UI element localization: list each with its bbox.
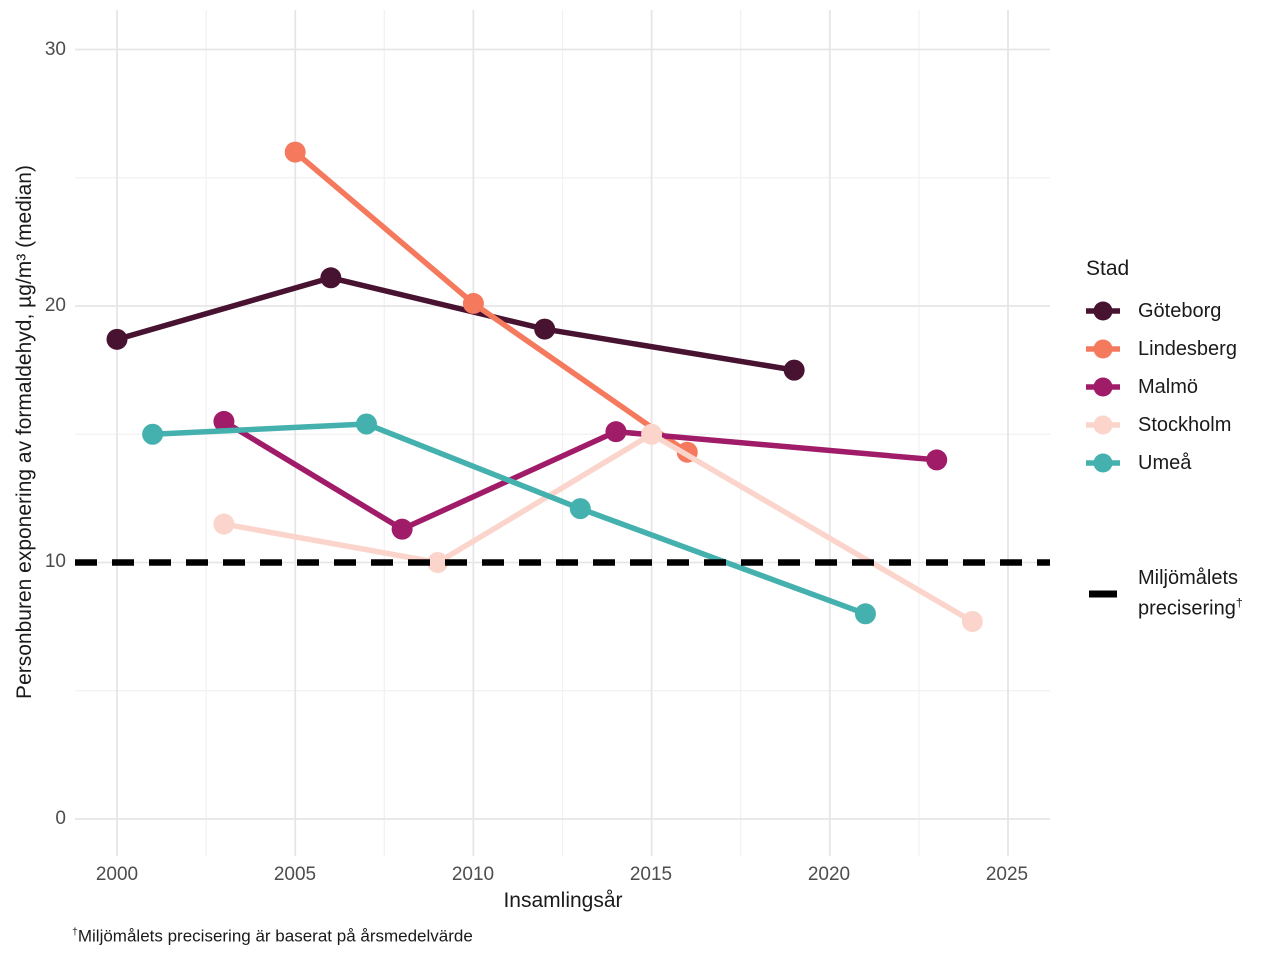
y-tick-label-20: 20 — [44, 295, 66, 316]
gridlines-minor — [75, 10, 1050, 856]
series-point-malmo — [605, 421, 627, 443]
legend-stad: Stad Göteborg Lindesberg Malmö — [1086, 256, 1237, 482]
x-tick-label-2000: 2000 — [95, 864, 139, 885]
legend-key-dashed-line-icon — [1089, 590, 1117, 598]
legend-label-umea: Umeå — [1138, 451, 1192, 474]
x-tick-label-2020: 2020 — [807, 864, 851, 885]
y-tick-label-10: 10 — [44, 551, 66, 572]
legend-item-lindesberg: Lindesberg — [1086, 330, 1237, 368]
legend-label-goteborg: Göteborg — [1138, 299, 1222, 322]
legend-item-goteborg: Göteborg — [1086, 292, 1237, 330]
legend-label-malmo: Malmö — [1138, 375, 1199, 398]
ref-label-line1: Miljömålets — [1138, 567, 1239, 589]
y-tick-label-0: 0 — [55, 808, 66, 829]
series-point-umea — [355, 413, 377, 435]
series-point-lindesberg — [284, 141, 306, 163]
legend-label-stockholm: Stockholm — [1138, 413, 1232, 436]
series-point-goteborg — [534, 318, 556, 340]
legend-item-umea: Umeå — [1086, 444, 1237, 482]
series-point-goteborg — [106, 328, 128, 350]
x-tick-label-2005: 2005 — [273, 864, 317, 885]
series-point-goteborg — [783, 359, 805, 381]
legend-label-lindesberg: Lindesberg — [1138, 337, 1237, 360]
footnote-dagger: † — [72, 926, 78, 938]
series-point-goteborg — [320, 267, 342, 289]
series-point-stockholm — [961, 610, 983, 632]
x-tick-label-2015: 2015 — [629, 864, 673, 885]
footnote-text: Miljömålets precisering är baserat på år… — [77, 926, 473, 946]
y-axis-title: Personburen exponering av formaldehyd, µ… — [13, 165, 36, 699]
x-axis-title: Insamlingsår — [503, 889, 623, 912]
ref-label-line2: precisering — [1138, 597, 1236, 620]
series-point-umea — [569, 498, 591, 520]
series-point-malmo — [391, 518, 413, 540]
series-point-stockholm — [427, 552, 449, 573]
x-tick-label-2010: 2010 — [451, 864, 495, 885]
legend-key-umea-icon — [1086, 453, 1120, 473]
series-point-umea — [854, 603, 876, 625]
x-tick-label-2025: 2025 — [985, 864, 1029, 885]
legend-label-reference-line: Miljömålets precisering† — [1138, 566, 1243, 622]
series-point-stockholm — [213, 513, 235, 535]
series-line-lindesberg — [293, 150, 689, 455]
series-line-stockholm — [223, 431, 974, 624]
legend-item-malmo: Malmö — [1086, 368, 1237, 406]
legend-item-stockholm: Stockholm — [1086, 406, 1237, 444]
series-point-malmo — [213, 410, 235, 432]
legend-key-malmo-icon — [1086, 377, 1120, 397]
series-point-umea — [142, 423, 164, 445]
series-line-goteborg — [116, 275, 795, 373]
series-point-stockholm — [641, 423, 663, 445]
series-point-malmo — [926, 449, 948, 471]
legend-item-reference-line: Miljömålets precisering† — [1086, 566, 1243, 622]
series-point-lindesberg — [462, 292, 484, 314]
ref-label-dagger: † — [1235, 596, 1243, 610]
legend-key-lindesberg-icon — [1086, 339, 1120, 359]
legend-title: Stad — [1086, 257, 1130, 280]
footnote: †Miljömålets precisering är baserat på å… — [72, 926, 473, 947]
legend-key-stockholm-icon — [1086, 415, 1120, 435]
legend-key-goteborg-icon — [1086, 301, 1120, 321]
y-tick-label-30: 30 — [44, 39, 66, 60]
gridlines-major — [75, 10, 1050, 856]
data-series — [106, 141, 983, 632]
